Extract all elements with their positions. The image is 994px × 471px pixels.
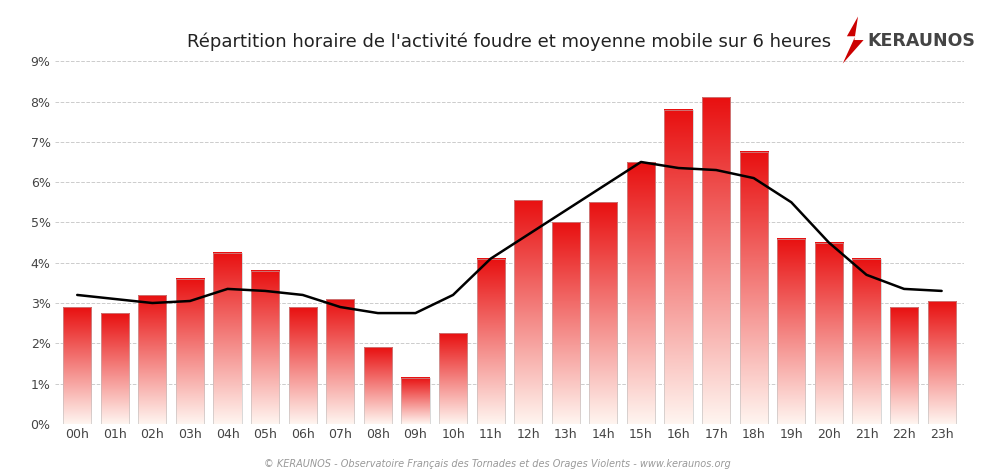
Bar: [589, 202, 617, 424]
Bar: [552, 222, 580, 424]
Bar: [853, 259, 881, 424]
Bar: [927, 301, 955, 424]
Bar: [402, 378, 429, 424]
Bar: [364, 347, 392, 424]
Bar: [176, 279, 204, 424]
Bar: [100, 313, 129, 424]
Bar: [251, 271, 279, 424]
Text: KERAUNOS: KERAUNOS: [868, 32, 976, 50]
Bar: [476, 259, 505, 424]
Bar: [514, 200, 543, 424]
Bar: [890, 307, 918, 424]
Bar: [64, 307, 91, 424]
Polygon shape: [843, 16, 864, 64]
Bar: [138, 295, 166, 424]
Title: Répartition horaire de l'activité foudre et moyenne mobile sur 6 heures: Répartition horaire de l'activité foudre…: [187, 33, 832, 51]
Bar: [214, 252, 242, 424]
Bar: [288, 307, 317, 424]
Bar: [664, 110, 693, 424]
Bar: [740, 152, 767, 424]
Bar: [777, 238, 805, 424]
Bar: [439, 333, 467, 424]
Bar: [702, 97, 731, 424]
Text: © KERAUNOS - Observatoire Français des Tornades et des Orages Violents - www.ker: © KERAUNOS - Observatoire Français des T…: [263, 459, 731, 469]
Bar: [326, 299, 355, 424]
Bar: [627, 162, 655, 424]
Bar: [815, 243, 843, 424]
